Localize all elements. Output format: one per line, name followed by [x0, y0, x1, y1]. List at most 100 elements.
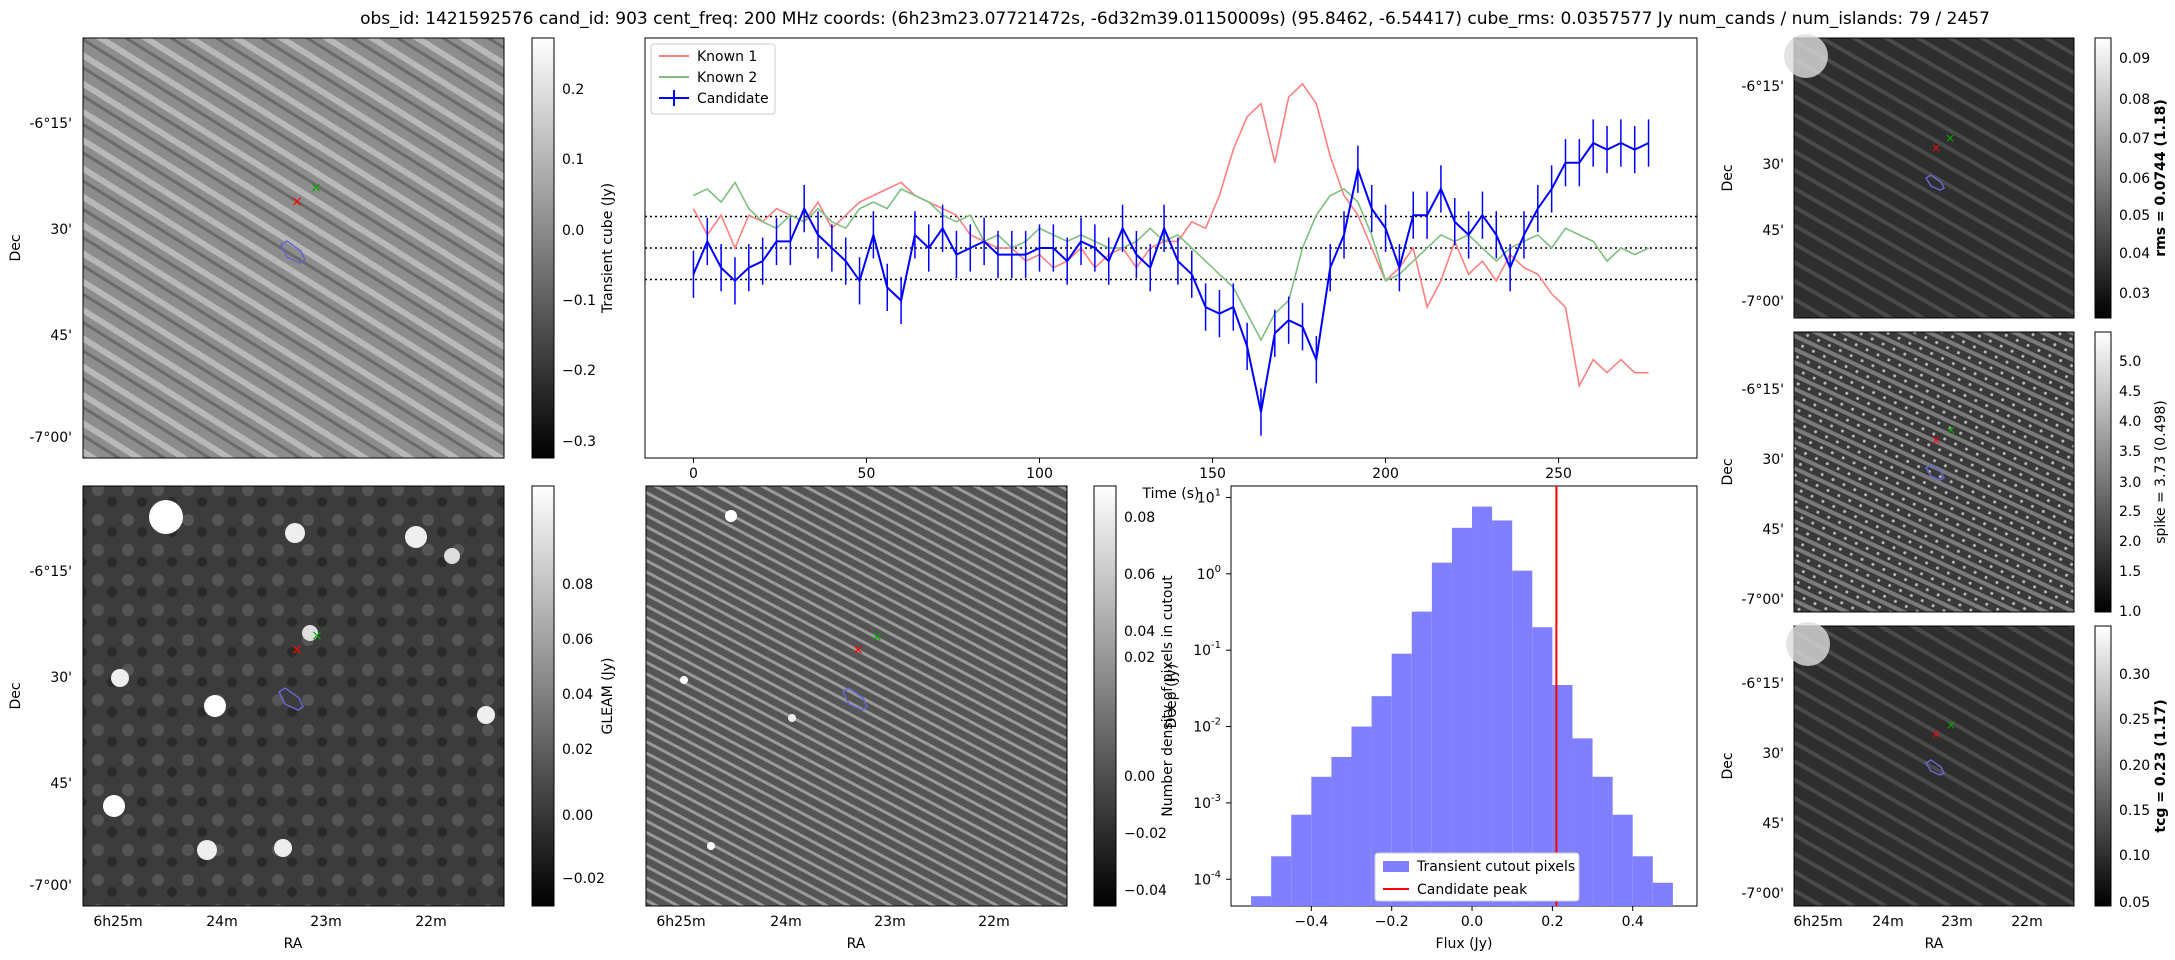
known-source-marker: ×	[871, 629, 883, 645]
histogram-bar	[1351, 726, 1372, 906]
colorbar-tick: 0.2	[562, 82, 584, 98]
histogram-bar	[1291, 814, 1312, 906]
colorbar-tick: 0.06	[2119, 171, 2150, 187]
colorbar-tick: 3.5	[2119, 444, 2141, 460]
colorbar-tick: 0.02	[562, 742, 593, 758]
ytick-label: 30'	[50, 670, 72, 686]
x-axis-label: Time (s)	[1142, 486, 1200, 502]
histogram-panel: −0.4 −0.2 0.0 0.2 0.410-410-310-210-1100101 …	[1160, 485, 1698, 952]
histogram-bar	[1251, 896, 1272, 906]
xtick-label: 23m	[1941, 914, 1972, 930]
xtick-label: 6h25m	[656, 914, 705, 930]
candidate-island-contour	[278, 687, 304, 711]
gleam-panel: × × -6°15' 30' 45' -7°00' Dec 6h25m 24m …	[8, 485, 616, 952]
bright-source	[477, 706, 495, 724]
colorbar	[2094, 331, 2112, 613]
colorbar-label: rms = 0.0744 (1.18)	[2153, 99, 2169, 257]
bright-source	[707, 842, 715, 850]
colorbar-tick: −0.02	[562, 871, 605, 887]
candidate-island-contour	[1924, 759, 1946, 776]
xtick-label: 200	[1372, 466, 1399, 482]
colorbar-tick: −0.02	[1124, 826, 1167, 842]
colorbar-tick: 0.08	[1124, 510, 1155, 526]
colorbar-tick: 0.05	[2119, 208, 2150, 224]
bright-source	[1786, 622, 1830, 666]
bright-source	[197, 840, 217, 860]
spike-image	[1793, 331, 2075, 613]
colorbar-tick: 0.03	[2119, 286, 2150, 302]
bright-source	[788, 714, 796, 722]
colorbar	[2094, 625, 2112, 907]
ytick-label: -6°15'	[1741, 382, 1784, 398]
colorbar-tick: 0.00	[562, 808, 593, 824]
ytick-label: 10-4	[1193, 869, 1221, 888]
known-source-marker: ×	[1946, 718, 1956, 732]
ytick-label: 45'	[1762, 522, 1784, 538]
histogram-bar	[1612, 814, 1633, 906]
colorbar-tick: 0.04	[1124, 624, 1155, 640]
y-axis-label: Dec	[1720, 752, 1736, 779]
ytick-label: -7°00'	[1741, 294, 1784, 310]
known-source-marker: ×	[1946, 423, 1956, 437]
histogram-bar	[1391, 653, 1412, 906]
histogram-bar	[1532, 627, 1553, 906]
ytick-label: -6°15'	[29, 564, 72, 580]
legend-entry: Known 2	[697, 70, 757, 86]
colorbar-tick: −0.04	[1124, 883, 1167, 899]
series-line-known-1	[692, 82, 1649, 389]
legend-entry: Candidate	[697, 91, 769, 107]
xtick-label: 23m	[874, 914, 905, 930]
xtick-label: 22m	[415, 914, 446, 930]
xtick-label: 250	[1545, 466, 1572, 482]
lightcurve-x-ticks: 0 50 100 150 200 250	[689, 458, 1572, 482]
colorbar-tick: 0.08	[562, 577, 593, 593]
colorbar-label: Transient cube (Jy)	[600, 183, 616, 314]
xtick-label: 22m	[2011, 914, 2042, 930]
xtick-label: −0.4	[1294, 914, 1328, 930]
colorbar-tick: 0.02	[1124, 650, 1155, 666]
spike-panel: × × -6°15' 30' 45' -7°00' Dec 5.0 4.5 4.…	[1720, 331, 2169, 620]
colorbar-tick: 0.06	[562, 632, 593, 648]
histogram-bar	[1512, 570, 1533, 906]
colorbar-tick: 0.0	[562, 223, 584, 239]
ytick-label: 45'	[50, 776, 72, 792]
candidate-island-contour	[1924, 174, 1946, 191]
xtick-label: 24m	[1872, 914, 1903, 930]
bright-source	[1784, 34, 1828, 78]
colorbar	[2094, 37, 2112, 319]
colorbar-label: tcg = 0.23 (1.17)	[2153, 699, 2169, 832]
colorbar-tick: −0.2	[562, 363, 596, 379]
bright-source	[444, 548, 460, 564]
bright-source	[302, 625, 318, 641]
bright-source	[149, 500, 183, 534]
y-axis-label: Dec	[8, 234, 24, 261]
xtick-label: 22m	[978, 914, 1009, 930]
x-axis-label: Flux (Jy)	[1436, 936, 1493, 952]
figure-title: obs_id: 1421592576 cand_id: 903 cent_fre…	[360, 9, 1990, 29]
candidate-position-marker: ×	[1931, 141, 1941, 155]
ytick-label: -6°15'	[1741, 676, 1784, 692]
rms-panel: × × -6°15' 30' 45' -7°00' Dec 0.09 0.08 …	[1720, 34, 2169, 319]
series-line-candidate	[692, 141, 1650, 413]
candidate-position-marker: ×	[1931, 433, 1941, 447]
histogram-ticks: −0.4 −0.2 0.0 0.2 0.4 10-4 10-3 10-2 10-1 100 101	[1193, 487, 1644, 930]
tcg-panel: × × -6°15' 30' 45' -7°00' Dec 6h25m 24m …	[1720, 622, 2169, 952]
deep-image	[645, 485, 1068, 907]
ytick-label: 30'	[1762, 452, 1784, 468]
xtick-label: 24m	[770, 914, 801, 930]
xtick-label: 100	[1026, 466, 1053, 482]
candidate-island-contour	[842, 687, 868, 711]
colorbar-tick: 0.25	[2119, 712, 2150, 728]
colorbar-tick: 0.10	[2119, 848, 2150, 864]
xtick-label: 150	[1199, 466, 1226, 482]
colorbar	[1093, 485, 1117, 907]
colorbar-tick: 4.5	[2119, 384, 2141, 400]
colorbar-tick: 0.04	[2119, 246, 2150, 262]
histogram-legend: Transient cutout pixels Candidate peak	[1374, 852, 1580, 902]
candidate-position-marker: ×	[852, 642, 864, 658]
legend-entry: Candidate peak	[1417, 882, 1528, 898]
bright-source	[274, 839, 292, 857]
x-axis-label: RA	[284, 936, 303, 952]
ytick-label: 10-2	[1193, 717, 1221, 736]
